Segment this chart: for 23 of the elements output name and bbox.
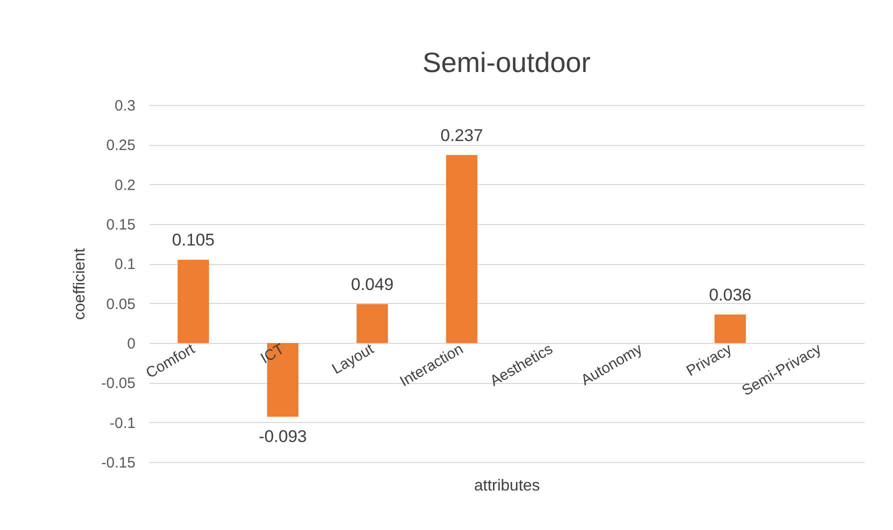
y-tick-label: -0.1 xyxy=(110,414,136,432)
x-axis-title: attributes xyxy=(474,478,540,495)
chart-title: Semi-outdoor xyxy=(422,47,591,78)
x-tick-label: ICT xyxy=(258,340,288,368)
y-tick-label: -0.15 xyxy=(101,454,136,472)
data-label: 0.105 xyxy=(172,230,215,250)
data-label: 0.036 xyxy=(708,285,752,304)
y-tick-label: 0.1 xyxy=(114,256,136,274)
y-tick-label: 0.15 xyxy=(106,216,136,234)
data-label: 0.237 xyxy=(440,126,484,145)
bar xyxy=(356,304,388,343)
bar xyxy=(714,314,746,343)
y-tick-label: 0 xyxy=(127,336,136,352)
y-tick-label: 0.3 xyxy=(114,98,136,114)
data-label: 0.049 xyxy=(350,275,394,294)
y-tick-label: 0.2 xyxy=(114,176,136,194)
y-axis-title: coefficient xyxy=(71,248,88,320)
bar xyxy=(446,154,478,343)
y-tick-label: 0.25 xyxy=(106,137,136,154)
y-tick-label: 0.05 xyxy=(106,296,136,313)
y-tick-label: -0.05 xyxy=(101,375,136,392)
bar xyxy=(178,260,209,343)
data-label: -0.093 xyxy=(258,426,307,446)
